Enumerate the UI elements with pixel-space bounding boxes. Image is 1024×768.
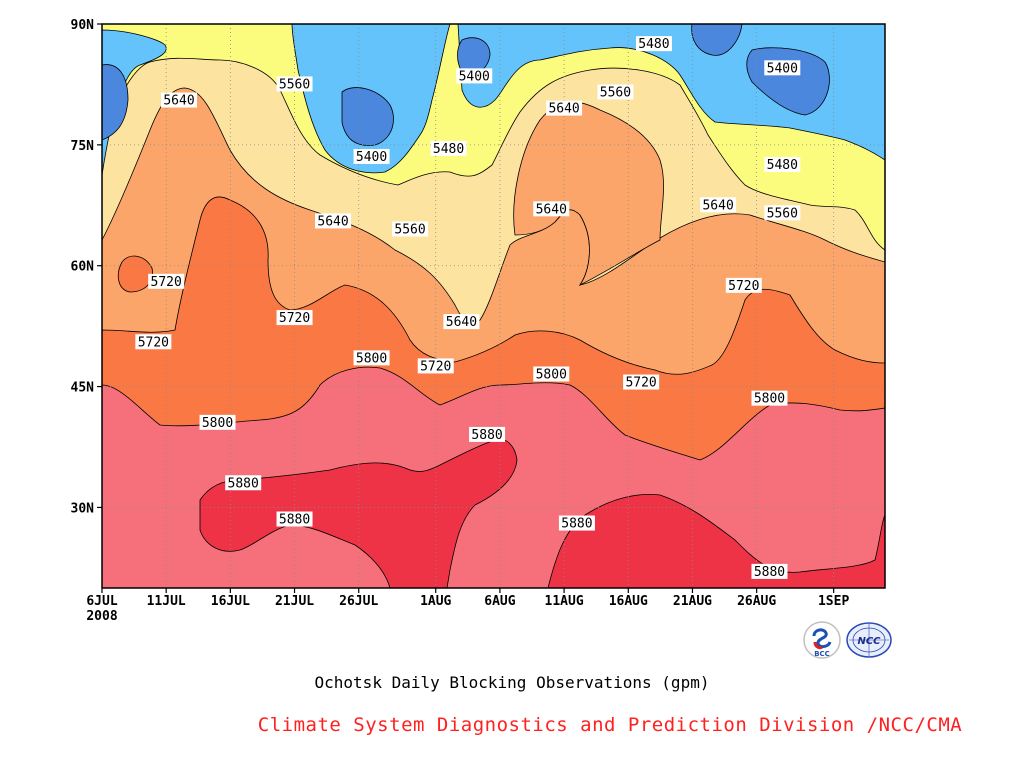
svg-text:5640: 5640 (317, 214, 348, 229)
contour-label: 5800 (751, 390, 788, 407)
x-tick-label: 6AUG (484, 594, 515, 609)
svg-text:5720: 5720 (151, 275, 182, 290)
svg-text:5720: 5720 (138, 335, 169, 350)
x-axis: 6JUL 11JUL 16JUL 21JUL 26JUL 1AUG 6AUG 11AUG 16A… (86, 588, 849, 609)
contour-label: 5400 (353, 148, 390, 165)
y-axis: 90N 75N 60N 45N 30N (71, 18, 102, 516)
contour-label: 5880 (469, 426, 506, 443)
x-tick-label: 1AUG (420, 594, 451, 609)
x-tick-label: 16AUG (609, 594, 648, 609)
contour-label: 5880 (276, 511, 313, 528)
svg-text:5560: 5560 (394, 222, 425, 237)
band-5720-5800 (117, 255, 153, 293)
contour-label: 5640 (443, 314, 480, 330)
x-tick-label: 1SEP (818, 594, 849, 609)
chart-title: Ochotsk Daily Blocking Observations (gpm… (314, 673, 710, 692)
svg-text:5560: 5560 (767, 206, 798, 221)
x-year-label: 2008 (86, 609, 117, 624)
band-5320-5400 (341, 87, 394, 146)
svg-text:5720: 5720 (625, 376, 656, 391)
contour-label: 5400 (456, 68, 493, 84)
contour-label: 5640 (161, 92, 198, 109)
contour-label: 5640 (700, 197, 737, 213)
bcc-logo: BCC (802, 620, 842, 660)
x-tick-label: 6JUL (86, 594, 117, 609)
y-tick-label: 45N (71, 381, 95, 396)
svg-text:5880: 5880 (471, 428, 502, 443)
plot-frame (101, 23, 886, 589)
y-tick-label: 90N (71, 18, 95, 33)
svg-text:NCC: NCC (857, 636, 881, 647)
contour-label: 5880 (751, 563, 788, 580)
svg-text:5800: 5800 (356, 351, 387, 366)
contour-label: 5560 (764, 205, 801, 221)
svg-text:5800: 5800 (536, 367, 567, 382)
ncc-logo: NCC (844, 620, 894, 660)
band-5320-5400 (102, 64, 129, 141)
svg-text:5880: 5880 (754, 565, 785, 580)
svg-text:5800: 5800 (202, 416, 233, 431)
svg-text:5880: 5880 (279, 513, 310, 528)
x-tick-label: 11JUL (147, 594, 186, 609)
svg-text:5400: 5400 (356, 150, 387, 165)
svg-text:5880: 5880 (228, 476, 259, 491)
contour-label: 5480 (635, 36, 672, 52)
contour-label: 5720 (148, 273, 185, 290)
y-tick-label: 60N (71, 260, 95, 275)
svg-text:5720: 5720 (728, 279, 759, 294)
y-tick-label: 75N (71, 139, 95, 154)
svg-text:5560: 5560 (600, 85, 631, 100)
svg-text:5640: 5640 (446, 315, 477, 330)
band-5880-5960 (547, 493, 885, 588)
svg-text:BCC: BCC (814, 650, 830, 658)
contour-label: 5560 (597, 84, 634, 100)
svg-text:5480: 5480 (433, 142, 464, 157)
svg-text:5800: 5800 (754, 392, 785, 407)
filled-contours (102, 24, 885, 588)
contour-label: 5560 (276, 76, 313, 92)
contour-label: 5800 (353, 350, 390, 366)
x-tick-label: 21JUL (275, 594, 314, 609)
x-tick-label: 26JUL (339, 594, 378, 609)
band-5320-5400 (691, 24, 743, 56)
grid (102, 24, 885, 588)
x-tick-label: 21AUG (673, 594, 712, 609)
svg-text:5640: 5640 (548, 102, 579, 117)
contour-label: 5560 (392, 221, 429, 237)
svg-text:5640: 5640 (702, 198, 733, 213)
contour-label: 5480 (430, 140, 467, 157)
contour-label: 5720 (623, 374, 660, 391)
x-tick-label: 16JUL (211, 594, 250, 609)
contour-label: 5720 (276, 310, 313, 326)
svg-text:5480: 5480 (638, 37, 669, 52)
svg-text:5400: 5400 (459, 69, 490, 84)
svg-text:5640: 5640 (536, 202, 567, 217)
svg-text:5480: 5480 (767, 158, 798, 173)
svg-text:5720: 5720 (279, 311, 310, 326)
svg-text:5400: 5400 (767, 61, 798, 76)
y-tick-label: 30N (71, 501, 95, 516)
contour-label: 5640 (546, 100, 583, 117)
contour-labels: 5400 5480 5400 5640 5560 5560 5640 5400 5480 5480… (135, 36, 801, 580)
contour-label: 5720 (135, 334, 172, 350)
svg-text:5720: 5720 (420, 359, 451, 374)
svg-text:5640: 5640 (163, 94, 194, 109)
x-tick-label: 11AUG (545, 594, 584, 609)
contour-label: 5720 (417, 358, 454, 374)
credit-line: Climate System Diagnostics and Predictio… (257, 714, 963, 736)
svg-text:5560: 5560 (279, 77, 310, 92)
contour-label: 5800 (533, 366, 570, 382)
svg-text:5880: 5880 (561, 517, 592, 532)
x-tick-label: 26AUG (737, 594, 776, 609)
contour-label: 5640 (315, 213, 352, 229)
contour-label: 5640 (533, 201, 570, 217)
contour-label: 5880 (558, 515, 595, 532)
contour-label: 5800 (199, 414, 236, 431)
contour-label: 5880 (225, 475, 262, 491)
contour-label: 5400 (764, 60, 801, 76)
contour-label: 5720 (725, 277, 762, 294)
contour-label: 5480 (764, 157, 801, 173)
